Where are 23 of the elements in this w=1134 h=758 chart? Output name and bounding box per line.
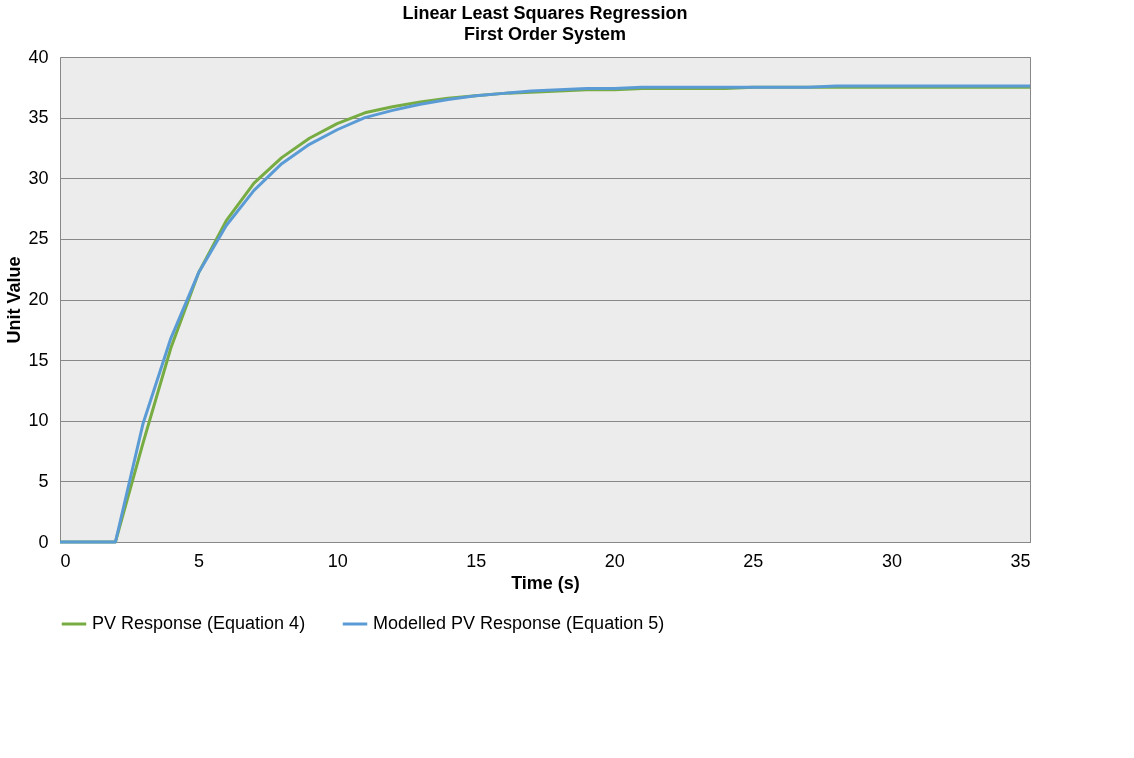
y-tick-label: 40 (28, 46, 49, 67)
x-tick-label: 25 (743, 550, 764, 571)
y-tick-label: 15 (28, 349, 49, 370)
legend-label: PV Response (Equation 4) (92, 613, 306, 633)
y-tick-label: 0 (38, 531, 49, 552)
y-tick-label: 35 (28, 107, 49, 128)
legend-label: Modelled PV Response (Equation 5) (373, 613, 665, 633)
y-tick-label: 5 (38, 470, 49, 491)
y-axis-title: Unit Value (4, 256, 25, 344)
chart-title: Linear Least Squares Regression (402, 3, 688, 23)
y-tick-label: 10 (28, 410, 49, 431)
x-tick-label: 20 (604, 550, 625, 571)
y-tick-label: 20 (28, 289, 49, 309)
y-tick-label: 25 (28, 228, 49, 249)
x-tick-label: 15 (466, 550, 487, 571)
x-tick-label: 35 (1010, 550, 1031, 571)
y-tick-label: 30 (28, 167, 49, 188)
x-tick-label: 5 (194, 550, 205, 571)
x-tick-label: 30 (881, 550, 902, 571)
x-tick-label: 10 (327, 550, 348, 571)
x-tick-label: 0 (60, 550, 71, 571)
chart-subtitle: First Order System (463, 24, 627, 44)
x-axis-title: Time (s) (511, 572, 580, 593)
